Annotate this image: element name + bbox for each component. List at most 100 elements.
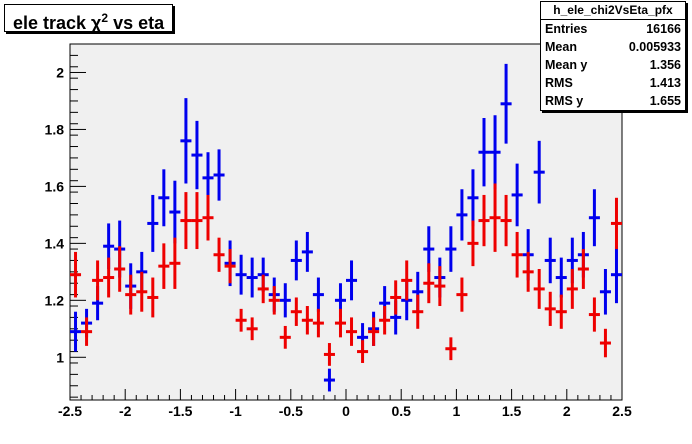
data-point-red	[511, 231, 523, 278]
data-point-red	[301, 306, 313, 335]
data-point-red	[445, 337, 457, 361]
stats-name: h_ele_chi2VsEta_pfx	[541, 2, 685, 20]
data-point-red	[213, 237, 225, 272]
stat-row-rms-y: RMS y 1.655	[541, 92, 685, 110]
stat-row-rms: RMS 1.413	[541, 74, 685, 92]
data-point-red	[434, 266, 446, 307]
y-tick-label: 1.6	[45, 178, 65, 194]
data-point-red	[136, 271, 148, 312]
data-point-red	[456, 277, 468, 312]
x-tick-label: -2.5	[58, 403, 82, 419]
data-point-red	[235, 308, 247, 332]
data-point-red	[533, 268, 545, 309]
data-point-red	[346, 317, 358, 346]
data-point-blue	[599, 268, 611, 315]
data-point-blue	[445, 226, 457, 272]
data-point-red	[566, 268, 578, 309]
data-point-red	[423, 263, 435, 304]
data-point-red	[125, 274, 137, 315]
x-tick-label: -2	[119, 403, 132, 419]
data-point-blue	[169, 180, 181, 244]
data-point-blue	[158, 169, 170, 227]
data-point-red	[544, 291, 556, 326]
x-tick-label: -0.5	[279, 403, 303, 419]
data-point-blue	[544, 237, 556, 284]
y-tick-label: 1.4	[45, 235, 65, 251]
data-point-blue	[70, 311, 82, 352]
data-point-red	[191, 192, 203, 250]
data-point-red	[467, 220, 479, 267]
data-point-red	[522, 251, 534, 292]
x-tick-label: -1	[229, 403, 242, 419]
data-point-red	[246, 317, 258, 341]
data-point-red	[555, 294, 567, 329]
data-point-red	[401, 260, 413, 301]
data-point-red	[114, 246, 126, 292]
axis-ticks	[69, 54, 623, 400]
x-tick-label: 1	[453, 403, 461, 419]
series-red	[70, 183, 622, 366]
data-point-red	[279, 325, 291, 349]
data-point-blue	[346, 260, 358, 301]
data-point-blue	[312, 277, 324, 312]
data-point-blue	[290, 240, 302, 281]
data-point-red	[257, 274, 269, 304]
x-tick-labels: -2.5 -2 -1.5 -1 -0.5 0 0.5 1 1.5 2 2.5	[58, 403, 632, 419]
x-tick-label: 1.5	[502, 403, 522, 419]
stat-value: 1.413	[649, 76, 681, 90]
stat-value: 1.356	[649, 58, 681, 72]
data-point-blue	[500, 63, 512, 144]
y-tick-label: 1.2	[45, 292, 65, 308]
data-point-blue	[456, 189, 468, 241]
data-point-red	[202, 194, 214, 241]
data-point-red	[312, 308, 324, 338]
data-point-red	[379, 306, 391, 335]
data-point-red	[70, 251, 82, 298]
data-point-red	[81, 317, 93, 346]
stat-label: Entries	[545, 22, 588, 36]
data-point-red	[224, 249, 236, 284]
data-point-red	[478, 194, 490, 247]
x-tick-label: -1.5	[168, 403, 192, 419]
data-point-red	[500, 194, 512, 247]
stat-value: 16166	[646, 22, 681, 36]
data-point-blue	[323, 368, 335, 392]
data-point-blue	[610, 246, 622, 304]
data-point-red	[180, 192, 192, 250]
y-tick-label: 2	[56, 64, 64, 80]
data-point-blue	[180, 98, 192, 184]
stat-value: 1.655	[649, 94, 681, 108]
data-point-red	[169, 237, 181, 289]
stats-box: h_ele_chi2VsEta_pfx Entries 16166 Mean 0…	[540, 1, 686, 111]
data-point-red	[158, 243, 170, 289]
data-point-red	[368, 317, 380, 346]
x-tick-label: 2.5	[612, 403, 632, 419]
data-point-blue	[555, 257, 567, 298]
data-point-blue	[588, 189, 600, 247]
chart-title: ele track χ2 vs eta	[4, 4, 174, 33]
data-point-blue	[191, 120, 203, 190]
data-point-red	[103, 257, 115, 298]
data-point-blue	[511, 163, 523, 227]
data-point-red	[412, 294, 424, 329]
data-point-red	[577, 249, 589, 289]
data-point-blue	[279, 283, 291, 318]
data-point-red	[357, 340, 369, 363]
stat-label: Mean	[545, 40, 577, 54]
data-point-red	[489, 183, 501, 252]
data-point-red	[92, 260, 104, 301]
data-point-red	[588, 297, 600, 332]
stat-value: 0.005933	[628, 40, 681, 54]
chart-title-superscript: 2	[101, 11, 109, 25]
data-point-blue	[478, 118, 490, 187]
chart-title-main: ele track χ	[13, 13, 102, 33]
data-point-blue	[246, 257, 258, 298]
data-point-blue	[235, 254, 247, 295]
stat-label: Mean y	[545, 58, 588, 72]
data-point-red	[290, 297, 302, 326]
plot-frame	[69, 43, 623, 401]
x-tick-label: 2	[563, 403, 571, 419]
data-point-red	[268, 286, 280, 315]
stat-row-entries: Entries 16166	[541, 20, 685, 38]
data-point-red	[147, 277, 159, 318]
